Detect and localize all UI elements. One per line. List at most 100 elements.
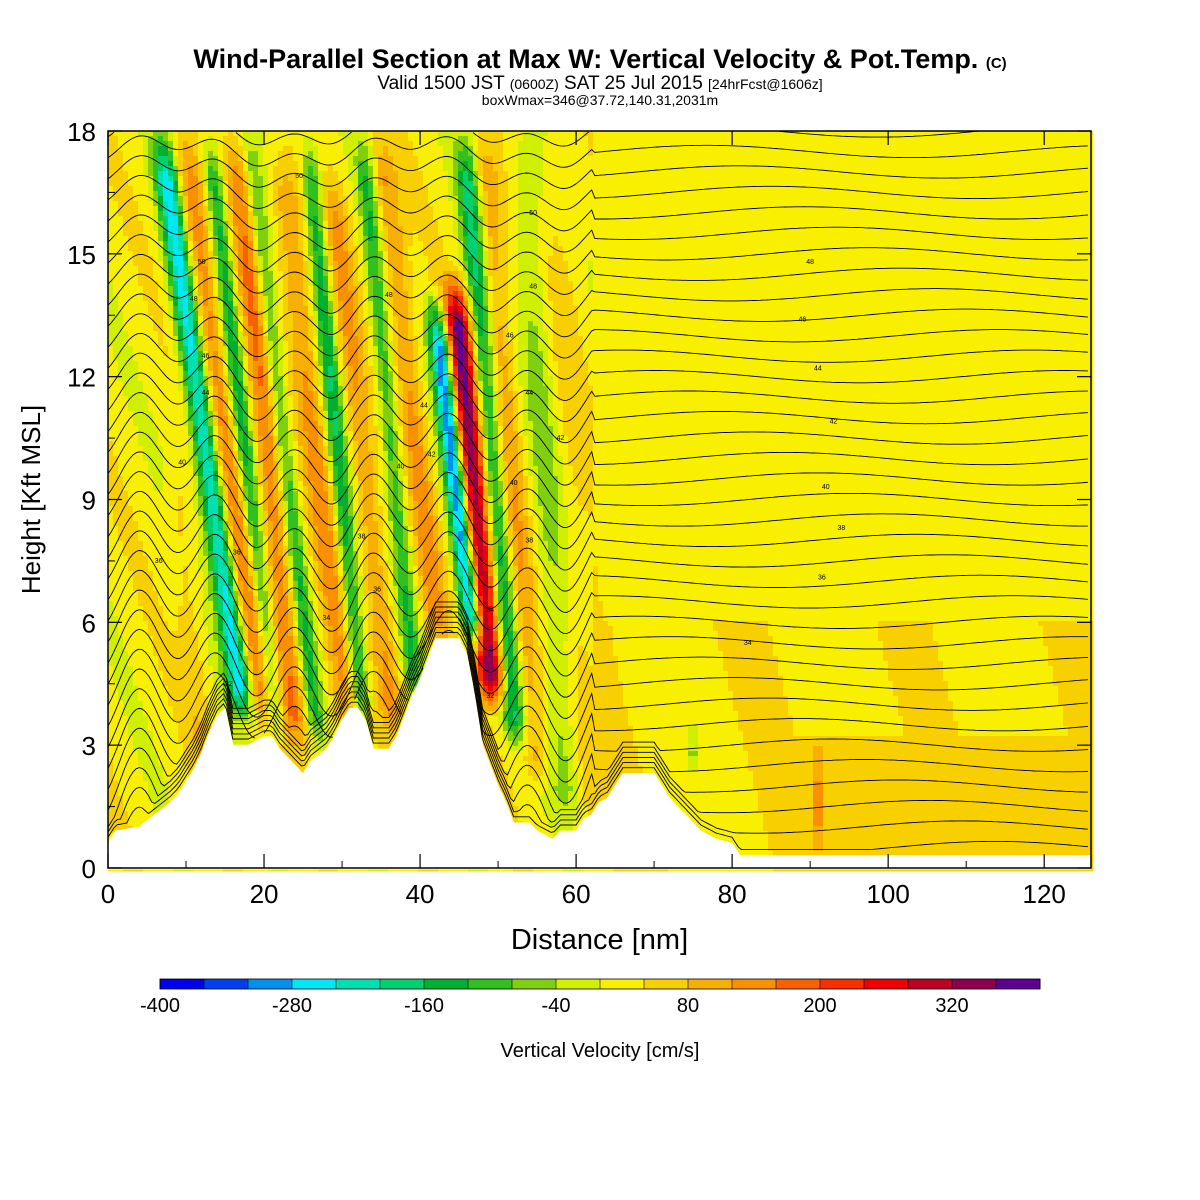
theta-isoline <box>107 668 1088 741</box>
colorbar-swatch <box>292 979 337 989</box>
theta-isoline <box>107 611 1088 804</box>
theta-isoline <box>107 174 1088 211</box>
theta-isoline <box>107 632 1088 851</box>
x-tick-label: 0 <box>101 879 115 909</box>
theta-isoline <box>107 194 1088 232</box>
contour-label: 38 <box>525 537 533 544</box>
x-axis-label: Distance [nm] <box>511 924 688 956</box>
contour-label: 46 <box>798 316 806 323</box>
colorbar: -400 -280 -160 -40 80 200 320 Vertical Velocity… <box>140 978 1041 1062</box>
colorbar-tick-label: 80 <box>677 995 699 1017</box>
y-tick-label: 0 <box>82 854 96 884</box>
theta-isoline <box>107 606 1088 783</box>
colorbar-swatch <box>424 979 469 989</box>
theta-isoline <box>107 352 1088 401</box>
valid-time: Valid 1500 JST <box>377 73 504 94</box>
theta-isoline <box>107 510 1088 571</box>
colorbar-swatch <box>820 979 865 989</box>
y-tick-label: 18 <box>67 117 96 147</box>
theta-isoline <box>107 627 1088 834</box>
contour-label: 36 <box>155 558 163 565</box>
contour-label: 48 <box>806 259 814 266</box>
colorbar-swatch <box>864 979 909 989</box>
theta-isoline <box>107 490 1088 550</box>
contour-label: 34 <box>323 615 331 622</box>
y-tick-label: 12 <box>67 363 96 393</box>
colorbar-swatch <box>556 979 601 989</box>
contour-label: 34 <box>486 607 494 614</box>
theta-isoline <box>107 313 1088 359</box>
y-tick-label: 6 <box>82 608 96 638</box>
contour-label: 44 <box>202 390 210 397</box>
terrain <box>107 638 1092 870</box>
colorbar-tick-label: 200 <box>803 995 836 1017</box>
contour-label: 38 <box>358 533 366 540</box>
contour-label: 32 <box>225 681 233 688</box>
forecast-info: [24hrFcst@1606z] <box>708 76 823 92</box>
y-tick-label: 3 <box>82 731 96 761</box>
colorbar-swatch <box>160 979 205 989</box>
theta-isoline <box>107 530 1088 592</box>
theta-isoline <box>107 589 1088 656</box>
x-tick-label: 40 <box>406 879 435 909</box>
contour-label: 40 <box>510 480 518 487</box>
contour-label: 46 <box>202 353 210 360</box>
contour-label: 48 <box>385 292 393 299</box>
chart-title-text: Wind-Parallel Section at Max W: Vertical… <box>193 44 978 74</box>
valid-date: SAT 25 Jul 2015 <box>564 73 703 94</box>
colorbar-swatch <box>732 979 777 989</box>
theta-isoline <box>107 569 1088 635</box>
x-tick-label: 120 <box>1022 879 1065 909</box>
contour-label: 40 <box>178 460 186 467</box>
theta-isoline <box>107 130 979 147</box>
valid-utc: (0600Z) <box>510 76 559 92</box>
colorbar-swatch <box>688 979 733 989</box>
contour-label: 32 <box>486 693 494 700</box>
theta-isoline <box>107 411 1088 465</box>
theta-isoline <box>107 616 1088 814</box>
colorbar-label: Vertical Velocity [cm/s] <box>501 1040 700 1062</box>
y-tick-label: 15 <box>67 240 96 270</box>
colorbar-tick-label: -160 <box>404 995 444 1017</box>
contour-label: 42 <box>557 435 565 442</box>
contour-label: 50 <box>295 173 303 180</box>
contour-label: 36 <box>233 550 241 557</box>
colorbar-tick-label: -280 <box>272 995 312 1017</box>
x-axis: 0 20 40 60 80 100 120 <box>101 131 1066 909</box>
theta-isoline <box>107 648 1088 719</box>
theta-isoline <box>107 431 1088 486</box>
colorbar-swatch <box>996 979 1041 989</box>
contour-label: 34 <box>744 640 752 647</box>
contour-label: 40 <box>397 464 405 471</box>
theta-isoline <box>107 451 1088 507</box>
theta-contours <box>107 130 1088 851</box>
chart-subtitle: Valid 1500 JST (0600Z) SAT 25 Jul 2015 [… <box>0 73 1200 95</box>
x-tick-label: 80 <box>718 879 747 909</box>
contour-label: 50 <box>198 259 206 266</box>
contour-label: 42 <box>830 419 838 426</box>
contour-label: 44 <box>420 402 428 409</box>
colorbar-swatch <box>776 979 821 989</box>
theta-isoline <box>107 392 1088 444</box>
theta-isoline <box>107 332 1088 380</box>
theta-isoline <box>107 471 1088 528</box>
x-tick-label: 100 <box>866 879 909 909</box>
contour-label: 36 <box>818 574 826 581</box>
y-axis-label: Height [Kft MSL] <box>16 405 46 594</box>
colorbar-swatch <box>204 979 249 989</box>
chart-title: Wind-Parallel Section at Max W: Vertical… <box>0 44 1200 75</box>
colorbar-tick-label: -40 <box>542 995 571 1017</box>
colorbar-swatch <box>952 979 997 989</box>
colorbar-tick-label: -400 <box>140 995 180 1017</box>
y-tick-label: 9 <box>82 486 96 516</box>
contour-label: 44 <box>525 390 533 397</box>
copyright-mark: (C) <box>986 55 1007 72</box>
contour-label: 38 <box>837 525 845 532</box>
x-tick-label: 20 <box>250 879 279 909</box>
colorbar-swatch <box>336 979 381 989</box>
theta-isoline <box>107 550 1088 613</box>
colorbar-swatch <box>600 979 645 989</box>
theta-isoline <box>107 293 1088 338</box>
